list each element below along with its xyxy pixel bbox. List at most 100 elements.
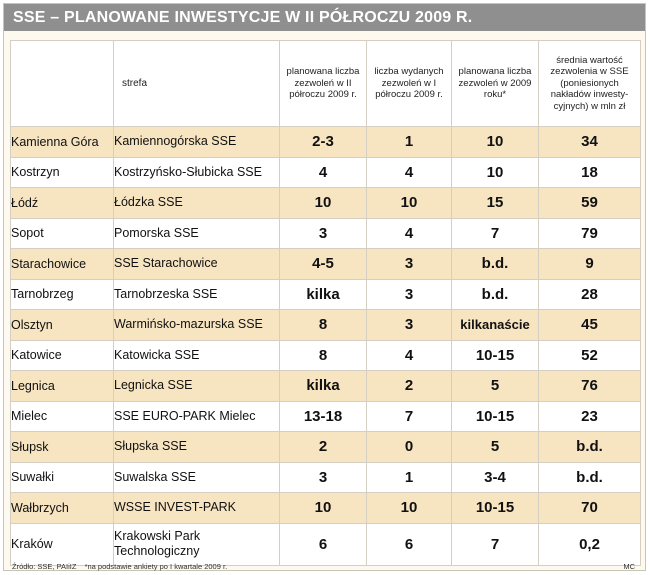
cell-city: Starachowice bbox=[10, 248, 114, 280]
cell-city: Mielec bbox=[10, 400, 114, 432]
cell-planned-2009: b.d. bbox=[451, 278, 539, 310]
cell-zone: Kamiennogórska SSE bbox=[113, 126, 280, 158]
cell-planned-2009: 10 bbox=[451, 156, 539, 188]
cell-zone: Pomorska SSE bbox=[113, 217, 280, 249]
cell-zone: Łódzka SSE bbox=[113, 187, 280, 219]
cell-issued-h1: 0 bbox=[366, 431, 452, 463]
cell-issued-h1: 1 bbox=[366, 461, 452, 493]
cell-zone: SSE Starachowice bbox=[113, 248, 280, 280]
author-credit: MC bbox=[623, 562, 635, 571]
cell-planned-h2: 6 bbox=[279, 522, 367, 566]
cell-avg-value: 45 bbox=[538, 309, 641, 341]
table-row: Katowice Katowicka SSE 8 4 10-15 52 bbox=[10, 339, 641, 371]
cell-issued-h1: 4 bbox=[366, 156, 452, 188]
cell-zone: Tarnobrzeska SSE bbox=[113, 278, 280, 310]
cell-planned-h2: 3 bbox=[279, 217, 367, 249]
header-row: strefa planowana liczba zezwoleń w II pó… bbox=[10, 40, 641, 127]
cell-city: Legnica bbox=[10, 370, 114, 402]
page-title: SSE – PLANOWANE INWESTYCJE W II PÓŁROCZU… bbox=[13, 9, 473, 26]
table-row: Łódź Łódzka SSE 10 10 15 59 bbox=[10, 187, 641, 219]
cell-avg-value: 59 bbox=[538, 187, 641, 219]
cell-avg-value: 28 bbox=[538, 278, 641, 310]
cell-city: Kraków bbox=[10, 522, 114, 566]
table-row: Wałbrzych WSSE INVEST-PARK 10 10 10-15 70 bbox=[10, 492, 641, 524]
cell-city: Sopot bbox=[10, 217, 114, 249]
cell-planned-h2: 4 bbox=[279, 156, 367, 188]
cell-issued-h1: 2 bbox=[366, 370, 452, 402]
investment-table: strefa planowana liczba zezwoleń w II pó… bbox=[10, 40, 641, 566]
table-row: Kraków Krakowski Park Technologiczny 6 6 7 0,… bbox=[10, 522, 641, 566]
cell-city: Łódź bbox=[10, 187, 114, 219]
cell-planned-h2: 2 bbox=[279, 431, 367, 463]
cell-avg-value: 9 bbox=[538, 248, 641, 280]
cell-issued-h1: 6 bbox=[366, 522, 452, 566]
cell-planned-h2: 10 bbox=[279, 492, 367, 524]
cell-planned-2009: 10-15 bbox=[451, 492, 539, 524]
cell-avg-value: 76 bbox=[538, 370, 641, 402]
cell-city: Suwałki bbox=[10, 461, 114, 493]
cell-issued-h1: 7 bbox=[366, 400, 452, 432]
title-bar: SSE – PLANOWANE INWESTYCJE W II PÓŁROCZU… bbox=[4, 4, 645, 31]
cell-zone: Legnicka SSE bbox=[113, 370, 280, 402]
cell-zone: SSE EURO-PARK Mielec bbox=[113, 400, 280, 432]
cell-planned-h2: 10 bbox=[279, 187, 367, 219]
cell-zone: Warmińsko-mazurska SSE bbox=[113, 309, 280, 341]
cell-zone: Krakowski Park Technologiczny bbox=[113, 522, 280, 566]
cell-issued-h1: 3 bbox=[366, 248, 452, 280]
cell-zone: Katowicka SSE bbox=[113, 339, 280, 371]
cell-avg-value: b.d. bbox=[538, 461, 641, 493]
cell-avg-value: 70 bbox=[538, 492, 641, 524]
cell-zone: Słupska SSE bbox=[113, 431, 280, 463]
cell-avg-value: 34 bbox=[538, 126, 641, 158]
table-row: Olsztyn Warmińsko-mazurska SSE 8 3 kilkanaśc… bbox=[10, 309, 641, 341]
cell-city: Wałbrzych bbox=[10, 492, 114, 524]
cell-issued-h1: 4 bbox=[366, 217, 452, 249]
infographic-frame: SSE – PLANOWANE INWESTYCJE W II PÓŁROCZU… bbox=[3, 3, 646, 571]
source-note: Źródło: SSE, PAIiIZ bbox=[12, 562, 77, 571]
cell-city: Kamienna Góra bbox=[10, 126, 114, 158]
cell-city: Tarnobrzeg bbox=[10, 278, 114, 310]
table-row: Starachowice SSE Starachowice 4-5 3 b.d. 9 bbox=[10, 248, 641, 280]
cell-planned-h2: 13-18 bbox=[279, 400, 367, 432]
cell-planned-h2: kilka bbox=[279, 278, 367, 310]
cell-issued-h1: 3 bbox=[366, 309, 452, 341]
cell-planned-h2: 4-5 bbox=[279, 248, 367, 280]
header-city bbox=[10, 40, 114, 127]
cell-avg-value: b.d. bbox=[538, 431, 641, 463]
cell-city: Słupsk bbox=[10, 431, 114, 463]
cell-issued-h1: 10 bbox=[366, 187, 452, 219]
cell-avg-value: 23 bbox=[538, 400, 641, 432]
cell-planned-h2: 8 bbox=[279, 339, 367, 371]
cell-planned-2009: 10-15 bbox=[451, 400, 539, 432]
cell-planned-2009: 7 bbox=[451, 217, 539, 249]
cell-issued-h1: 3 bbox=[366, 278, 452, 310]
table-row: Tarnobrzeg Tarnobrzeska SSE kilka 3 b.d. 28 bbox=[10, 278, 641, 310]
table-row: Mielec SSE EURO-PARK Mielec 13-18 7 10-15 23 bbox=[10, 400, 641, 432]
cell-planned-2009: 7 bbox=[451, 522, 539, 566]
cell-avg-value: 18 bbox=[538, 156, 641, 188]
cell-issued-h1: 1 bbox=[366, 126, 452, 158]
header-planned-2009: planowana liczba zezwoleń w 2009 roku* bbox=[451, 40, 539, 127]
footer: Źródło: SSE, PAIiIZ *na podstawie ankiet… bbox=[12, 562, 227, 571]
cell-city: Kostrzyn bbox=[10, 156, 114, 188]
cell-planned-2009: kilkanaście bbox=[451, 309, 539, 341]
cell-zone: Kostrzyńsko-Słubicka SSE bbox=[113, 156, 280, 188]
cell-planned-h2: 8 bbox=[279, 309, 367, 341]
table-row: Kostrzyn Kostrzyńsko-Słubicka SSE 4 4 10 18 bbox=[10, 156, 641, 188]
cell-planned-h2: 2-3 bbox=[279, 126, 367, 158]
cell-avg-value: 0,2 bbox=[538, 522, 641, 566]
cell-planned-h2: kilka bbox=[279, 370, 367, 402]
cell-planned-2009: 3-4 bbox=[451, 461, 539, 493]
header-zone: strefa bbox=[113, 40, 280, 127]
cell-planned-2009: 5 bbox=[451, 370, 539, 402]
table-row: Legnica Legnicka SSE kilka 2 5 76 bbox=[10, 370, 641, 402]
cell-planned-2009: 10 bbox=[451, 126, 539, 158]
cell-avg-value: 52 bbox=[538, 339, 641, 371]
table-row: Sopot Pomorska SSE 3 4 7 79 bbox=[10, 217, 641, 249]
header-avg-value: średnia wartość zezwolenia w SSE (ponies… bbox=[538, 40, 641, 127]
cell-avg-value: 79 bbox=[538, 217, 641, 249]
cell-planned-2009: 5 bbox=[451, 431, 539, 463]
table-row: Suwałki Suwalska SSE 3 1 3-4 b.d. bbox=[10, 461, 641, 493]
footnote: *na podstawie ankiety po I kwartale 2009… bbox=[84, 562, 228, 571]
cell-issued-h1: 10 bbox=[366, 492, 452, 524]
